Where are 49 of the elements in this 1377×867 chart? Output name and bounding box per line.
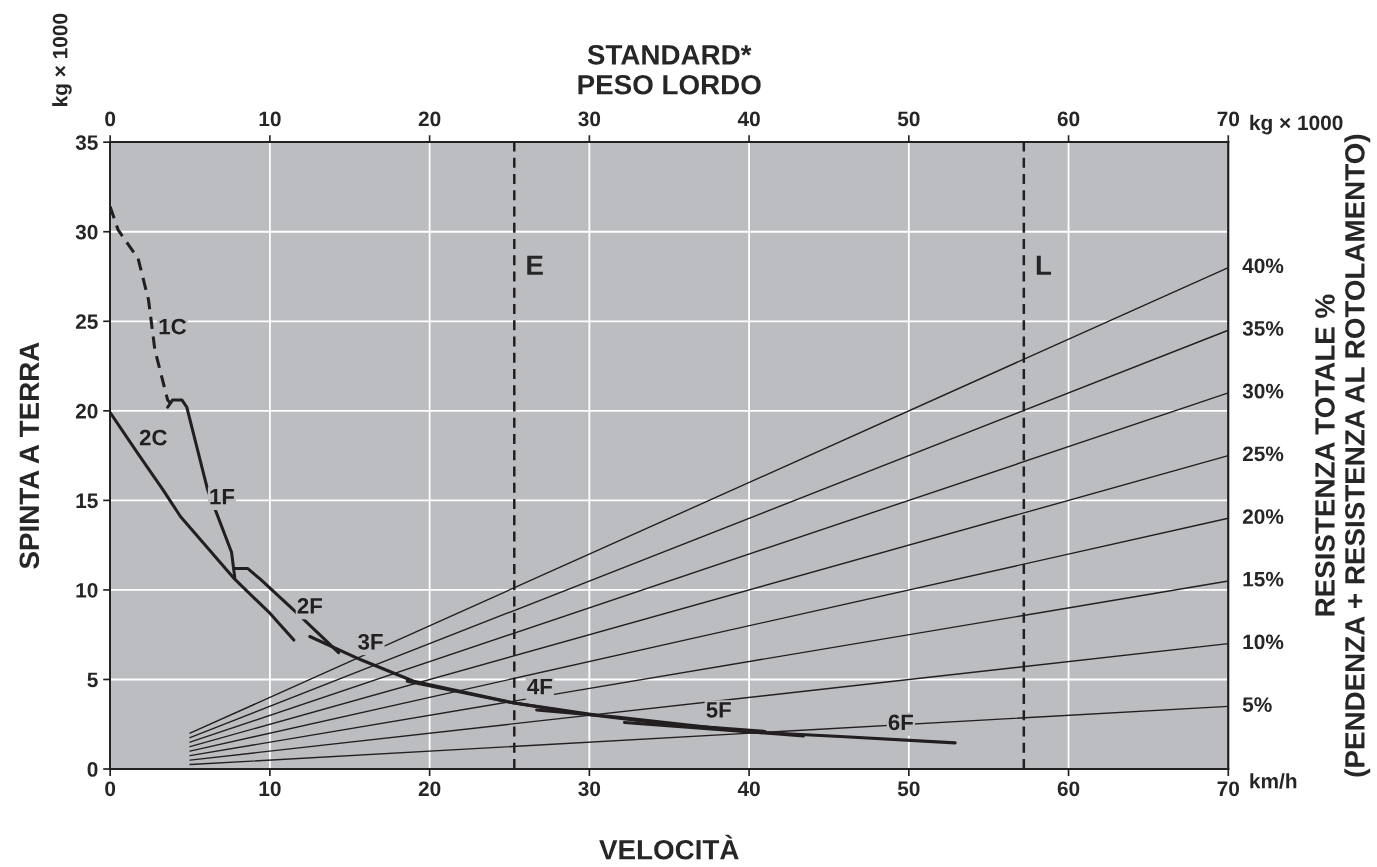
text: kg × 1000 <box>1250 114 1343 135</box>
series-label: 5% <box>1242 697 1272 712</box>
annotation: 4F <box>527 678 552 695</box>
y-tick-label: 10 <box>76 582 98 598</box>
x2-tick-label: 50 <box>897 111 920 127</box>
x-axis-title: VELOCITÀ <box>599 834 739 860</box>
text: kg × 1000 <box>52 13 72 106</box>
annotation: 2C <box>139 429 167 446</box>
y-tick-label: 25 <box>75 314 98 330</box>
x2-tick-label: 20 <box>418 111 441 127</box>
x2-tick-label: 60 <box>1057 111 1080 127</box>
x-tick-label: 50 <box>897 781 920 797</box>
x-tick-label: 0 <box>105 781 116 797</box>
x2-tick-label: 10 <box>259 111 281 127</box>
ref-line-label: E <box>527 255 543 275</box>
annotation: 1C <box>159 318 187 335</box>
x-tick-label: 10 <box>259 781 281 797</box>
series-label: 40% <box>1242 258 1284 274</box>
text: km/h <box>1250 773 1297 789</box>
x2-axis-title: STANDARD* PESO LORDO <box>578 44 761 95</box>
x-tick-label: 60 <box>1057 781 1080 797</box>
annotation: 1F <box>210 489 235 505</box>
y-tick-label: 35 <box>75 135 98 150</box>
x2-tick-label: 40 <box>737 111 760 127</box>
y-tick-label: 5 <box>87 672 98 688</box>
x-tick-label: 40 <box>737 781 760 797</box>
y2-axis-title: RESISTENZA TOTALE % (PENDENZA + RESISTENZA AL ROTOLAMENTO) <box>1315 134 1371 777</box>
x2-tick-label: 30 <box>578 111 601 127</box>
annotation: 5F <box>706 702 731 718</box>
annotation: 3F <box>358 633 383 650</box>
y-axis-title: SPINTA A TERRA <box>19 342 40 569</box>
x-tick-label: 30 <box>578 781 601 797</box>
x-tick-label: 70 <box>1217 781 1240 797</box>
y-tick-label: 30 <box>75 224 98 240</box>
ref-line-label: L <box>1036 255 1052 275</box>
series-label: 15% <box>1243 571 1284 587</box>
x2-tick-label: 70 <box>1217 111 1240 127</box>
x-tick-label: 20 <box>418 781 441 797</box>
series-label: 25% <box>1242 446 1284 462</box>
x2-tick-label: 0 <box>105 111 116 127</box>
series-label: 35% <box>1242 321 1284 336</box>
y-tick-label: 20 <box>75 403 98 419</box>
series-label: 30% <box>1242 383 1284 399</box>
series-label: 10% <box>1243 634 1284 650</box>
y-tick-label: 0 <box>87 762 98 777</box>
annotation: 2F <box>297 598 322 614</box>
y-tick-label: 15 <box>76 493 98 509</box>
annotation: 6F <box>888 714 913 731</box>
series-label: 20% <box>1242 509 1284 524</box>
